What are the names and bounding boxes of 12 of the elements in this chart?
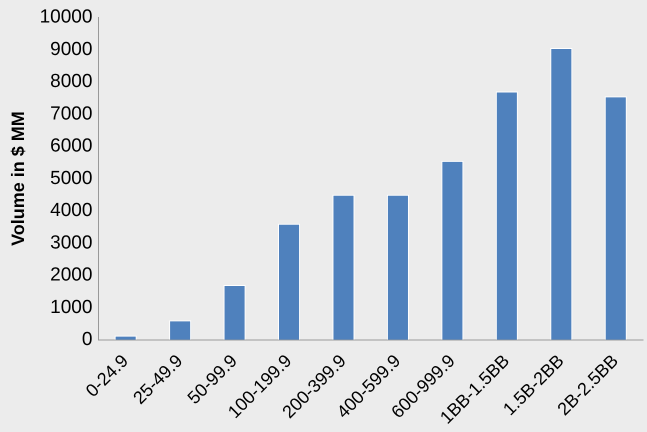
y-axis-title: Volume in $ MM <box>8 111 28 246</box>
y-tick-label: 8000 <box>50 71 92 92</box>
y-tick-label: 6000 <box>50 136 92 157</box>
y-tick-label: 4000 <box>50 200 92 222</box>
y-tick-label: 1000 <box>50 296 92 318</box>
y-tick-label: 10000 <box>40 6 92 28</box>
y-tick-label: 7000 <box>50 103 92 124</box>
y-tick-label: 3000 <box>50 232 92 254</box>
y-tick-label: 9000 <box>50 38 92 60</box>
y-tick-label: 5000 <box>50 168 92 189</box>
y-tick-label: 2000 <box>50 264 92 286</box>
y-tick-label: 0 <box>82 328 92 350</box>
